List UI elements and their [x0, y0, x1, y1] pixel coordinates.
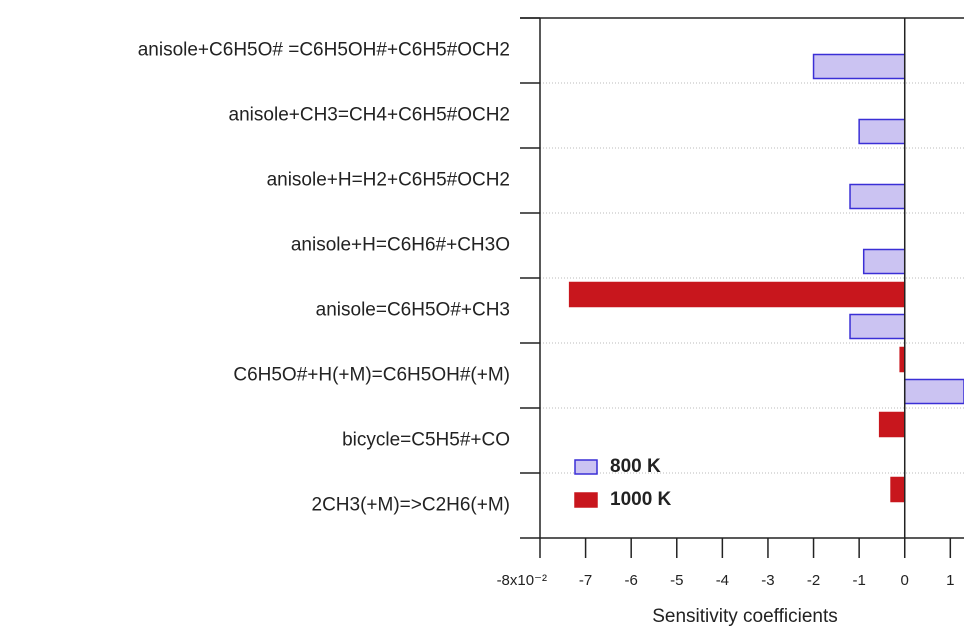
category-label: bicycle=C5H5#+CO: [342, 430, 510, 451]
bar: [849, 183, 906, 210]
bar: [878, 411, 906, 438]
bar: [862, 248, 906, 275]
bar: [858, 118, 906, 145]
legend-label: 800 K: [610, 456, 661, 477]
legend-swatch: [574, 459, 598, 475]
x-tick-label: -3: [761, 572, 774, 589]
category-label: 2CH3(+M)=>C2H6(+M): [312, 495, 511, 516]
category-label: anisole+CH3=CH4+C6H5#OCH2: [229, 105, 510, 126]
bar: [890, 476, 906, 503]
bar: [849, 313, 906, 340]
bar: [568, 281, 906, 308]
x-tick-label: -8x10⁻²: [497, 572, 547, 589]
category-label: anisole+H=C6H6#+CH3O: [291, 235, 510, 256]
x-tick-label: -1: [852, 572, 865, 589]
bar: [812, 53, 906, 80]
x-tick-label: -6: [625, 572, 638, 589]
legend-label: 1000 K: [610, 489, 672, 510]
category-label: anisole+H=H2+C6H5#OCH2: [267, 170, 510, 191]
category-label: C6H5O#+H(+M)=C6H5OH#(+M): [233, 365, 510, 386]
category-label: anisole+C6H5O# =C6H5OH#+C6H5#OCH2: [138, 40, 510, 61]
x-tick-label: 0: [901, 572, 909, 589]
category-label: anisole=C6H5O#+CH3: [316, 300, 510, 321]
x-tick-label: -7: [579, 572, 592, 589]
x-tick-label: -5: [670, 572, 683, 589]
x-tick-label: -2: [807, 572, 820, 589]
legend-swatch: [574, 492, 598, 508]
x-tick-label: 1: [946, 572, 954, 589]
x-axis-label: Sensitivity coefficients: [652, 606, 838, 627]
bar: [903, 378, 964, 405]
x-tick-label: -4: [716, 572, 729, 589]
